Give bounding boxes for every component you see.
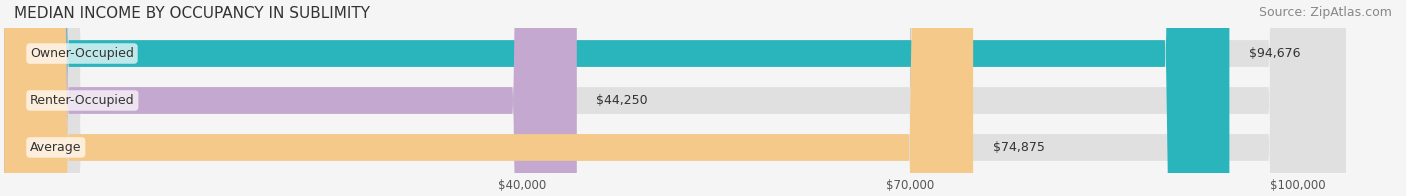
FancyBboxPatch shape — [4, 0, 1229, 196]
Text: MEDIAN INCOME BY OCCUPANCY IN SUBLIMITY: MEDIAN INCOME BY OCCUPANCY IN SUBLIMITY — [14, 6, 370, 21]
FancyBboxPatch shape — [4, 0, 1346, 196]
Text: $94,676: $94,676 — [1249, 47, 1301, 60]
FancyBboxPatch shape — [4, 0, 576, 196]
FancyBboxPatch shape — [4, 0, 973, 196]
Text: Source: ZipAtlas.com: Source: ZipAtlas.com — [1258, 6, 1392, 19]
Text: Average: Average — [30, 141, 82, 154]
FancyBboxPatch shape — [4, 0, 1346, 196]
FancyBboxPatch shape — [4, 0, 1346, 196]
Text: $44,250: $44,250 — [596, 94, 648, 107]
Text: Owner-Occupied: Owner-Occupied — [30, 47, 134, 60]
Text: Renter-Occupied: Renter-Occupied — [30, 94, 135, 107]
Text: $74,875: $74,875 — [993, 141, 1045, 154]
